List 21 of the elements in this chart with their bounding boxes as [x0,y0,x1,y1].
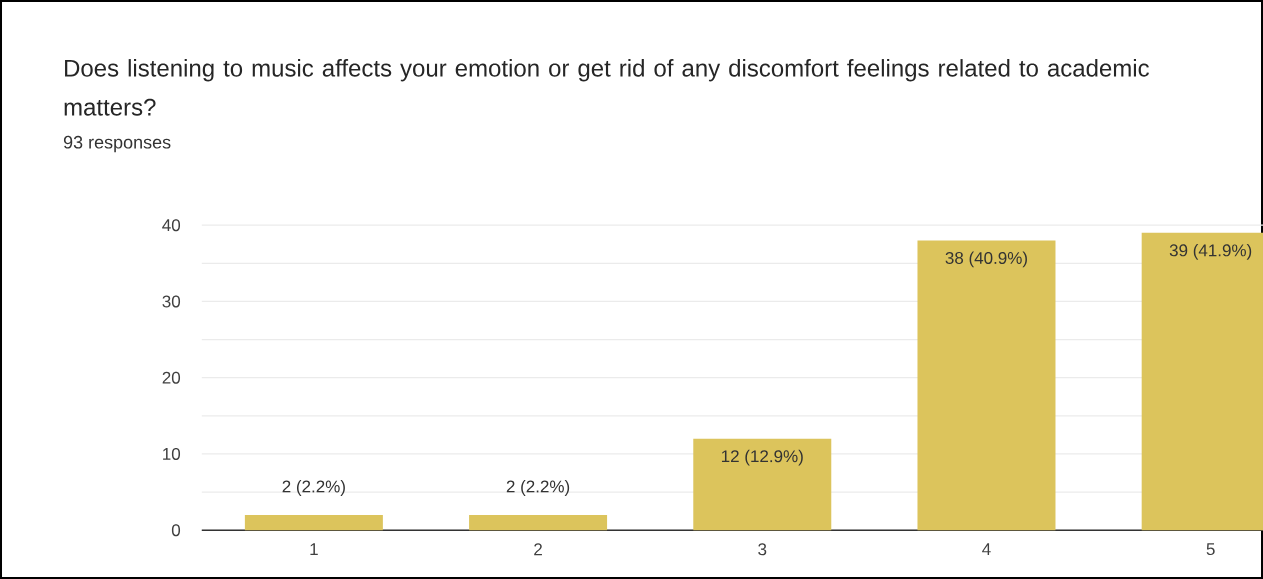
x-tick-label: 2 [534,543,542,556]
y-tick-label: 30 [162,295,181,308]
data-label: 38 (40.9%) [945,251,1027,268]
y-tick-label: 40 [162,219,181,232]
x-tick-label: 4 [982,543,991,555]
y-tick-label: 10 [163,447,181,460]
x-tick-label: 1 [310,543,318,555]
data-label: 12 (12.9%) [721,449,803,466]
bar [469,514,608,531]
data-label: 2 (2.2%) [506,480,570,496]
x-tick-label: 3 [758,543,767,556]
y-tick-label: 0 [171,524,181,537]
data-label: 39 (41.9%) [1169,243,1252,260]
bar [244,514,383,531]
data-label: 2 (2.2%) [282,480,345,496]
chart-subtitle: 93 responses [63,135,171,153]
bar [693,438,832,531]
x-tick-label: 5 [1206,543,1215,556]
chart-title: Does listening to music affects your emotion or get rid of any discomfort feelings related to academic matters? [64,59,1149,116]
y-tick-label: 20 [162,371,181,384]
bar [917,240,1056,531]
